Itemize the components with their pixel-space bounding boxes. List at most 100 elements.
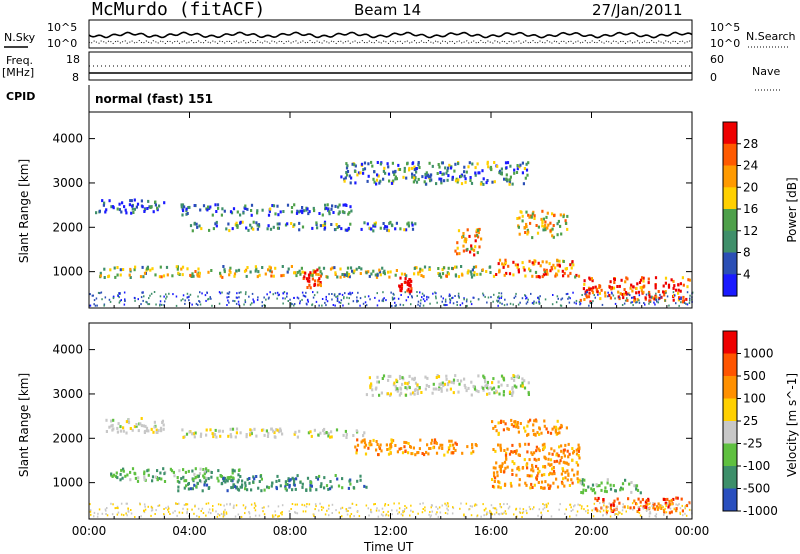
echo-cell — [166, 295, 168, 298]
y-tick-label: 3000 — [52, 176, 83, 190]
echo-cell — [530, 482, 533, 486]
echo-cell — [355, 267, 358, 271]
echo-cell — [347, 510, 349, 512]
echo-cell — [372, 224, 375, 228]
echo-cell — [384, 503, 387, 505]
echo-cell — [444, 502, 446, 505]
echo-cell — [672, 279, 675, 283]
echo-cell — [413, 376, 416, 380]
echo-cell — [238, 291, 240, 294]
echo-cell — [608, 502, 611, 505]
echo-cell — [191, 487, 194, 491]
echo-cell — [108, 199, 111, 203]
echo-cell — [524, 274, 527, 278]
echo-cell — [283, 291, 286, 293]
echo-cell — [352, 486, 355, 490]
echo-cell — [235, 431, 238, 435]
echo-cell — [263, 433, 266, 437]
echo-cell — [225, 478, 228, 482]
echo-cell — [438, 446, 441, 450]
echo-cell — [497, 380, 500, 384]
echo-cell — [398, 393, 401, 397]
echo-cell — [253, 300, 255, 303]
echo-cell — [375, 509, 378, 512]
echo-cell — [101, 298, 103, 301]
echo-cell — [530, 474, 533, 478]
echo-cell — [663, 291, 666, 294]
echo-cell — [293, 223, 296, 227]
echo-cell — [551, 303, 554, 306]
echo-cell — [414, 178, 417, 182]
echo-cell — [473, 296, 475, 299]
echo-cell — [525, 297, 527, 300]
echo-cell — [232, 299, 234, 302]
echo-cell — [414, 222, 417, 226]
echo-cell — [635, 287, 638, 290]
echo-cell — [121, 201, 124, 205]
echo-cell — [314, 503, 317, 506]
echo-cell — [571, 468, 574, 472]
echo-cell — [418, 166, 421, 169]
echo-cell — [160, 429, 163, 433]
echo-cell — [187, 469, 190, 473]
echo-cell — [257, 270, 260, 274]
echo-cell — [104, 210, 107, 214]
echo-cell — [379, 179, 382, 183]
echo-cell — [293, 303, 296, 305]
echo-cell — [159, 426, 163, 430]
echo-cell — [97, 512, 99, 515]
echo-cell — [195, 485, 198, 489]
echo-cell — [547, 502, 549, 505]
echo-cell — [404, 280, 407, 284]
echo-cell — [602, 500, 605, 504]
echo-cell — [279, 484, 282, 488]
echo-cell — [540, 486, 543, 489]
echo-cell — [137, 298, 139, 301]
echo-cell — [517, 270, 520, 274]
echo-cell — [545, 226, 548, 230]
echo-cell — [176, 503, 179, 505]
echo-cell — [309, 488, 312, 492]
echo-cell — [405, 228, 408, 232]
echo-cell — [469, 505, 472, 508]
echo-cell — [450, 380, 453, 384]
echo-cell — [506, 465, 509, 469]
freq-ytick-bottom: 8 — [72, 71, 79, 84]
echo-cell — [516, 515, 518, 518]
echo-cell — [424, 300, 426, 303]
echo-cell — [519, 301, 521, 304]
echo-cell — [116, 430, 119, 434]
echo-cell — [133, 425, 136, 429]
echo-cell — [331, 298, 333, 301]
echo-cell — [250, 432, 253, 436]
echo-cell — [654, 303, 656, 306]
echo-cell — [677, 291, 680, 295]
echo-cell — [291, 303, 293, 306]
echo-cell — [192, 274, 195, 278]
echo-cell — [422, 298, 425, 301]
echo-cell — [205, 299, 207, 302]
echo-cell — [263, 296, 265, 299]
echo-cell — [163, 480, 167, 483]
echo-cell — [390, 291, 392, 294]
echo-cell — [346, 228, 349, 232]
echo-cell — [522, 510, 525, 513]
echo-cell — [560, 456, 563, 459]
echo-cell — [253, 506, 256, 509]
echo-cell — [551, 234, 554, 238]
echo-cell — [410, 303, 412, 306]
echo-cell — [364, 443, 368, 447]
echo-cell — [153, 420, 156, 424]
echo-cell — [517, 268, 520, 272]
echo-cell — [556, 485, 560, 489]
echo-cell — [449, 166, 453, 170]
echo-cell — [496, 474, 499, 478]
echo-cell — [400, 294, 402, 296]
echo-cell — [240, 485, 243, 489]
echo-cell — [191, 272, 194, 276]
echo-cell — [611, 509, 613, 512]
echo-cell — [543, 268, 546, 272]
echo-cell — [417, 272, 420, 276]
echo-cell — [329, 267, 333, 271]
echo-cell — [502, 378, 506, 382]
